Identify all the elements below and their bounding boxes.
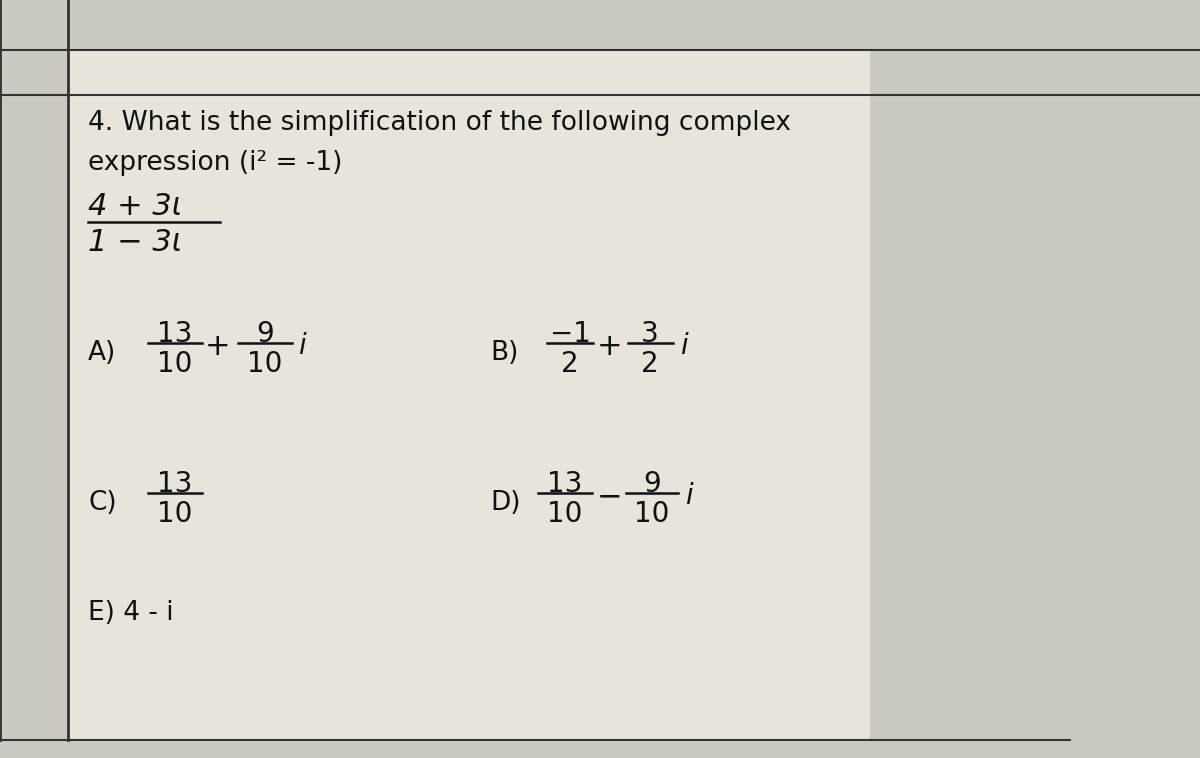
Text: −1: −1	[550, 320, 590, 348]
Text: −: −	[598, 482, 623, 511]
Text: 9: 9	[256, 320, 274, 348]
Text: E) 4 - i: E) 4 - i	[88, 600, 174, 626]
Text: +: +	[205, 332, 230, 361]
Text: 13: 13	[157, 470, 193, 498]
Bar	[68, 50, 870, 740]
Text: 10: 10	[635, 500, 670, 528]
Text: +: +	[598, 332, 623, 361]
Text: 13: 13	[547, 470, 583, 498]
Text: expression (i² = -1): expression (i² = -1)	[88, 150, 342, 176]
Text: 4. What is the simplification of the following complex: 4. What is the simplification of the fol…	[88, 110, 791, 136]
Text: 9: 9	[643, 470, 661, 498]
Text: 10: 10	[547, 500, 583, 528]
Text: A): A)	[88, 340, 116, 366]
Text: 4 + 3ι: 4 + 3ι	[88, 192, 182, 221]
Text: C): C)	[88, 490, 116, 516]
Text: 10: 10	[247, 350, 283, 378]
Text: i: i	[298, 332, 306, 360]
Text: B): B)	[490, 340, 518, 366]
Text: i: i	[685, 482, 692, 510]
Text: 3: 3	[641, 320, 659, 348]
Text: 1 − 3ι: 1 − 3ι	[88, 228, 182, 257]
Text: i: i	[680, 332, 688, 360]
Text: 10: 10	[157, 500, 193, 528]
Text: 2: 2	[641, 350, 659, 378]
Text: D): D)	[490, 490, 521, 516]
Text: 13: 13	[157, 320, 193, 348]
Text: 2: 2	[562, 350, 578, 378]
Text: 10: 10	[157, 350, 193, 378]
